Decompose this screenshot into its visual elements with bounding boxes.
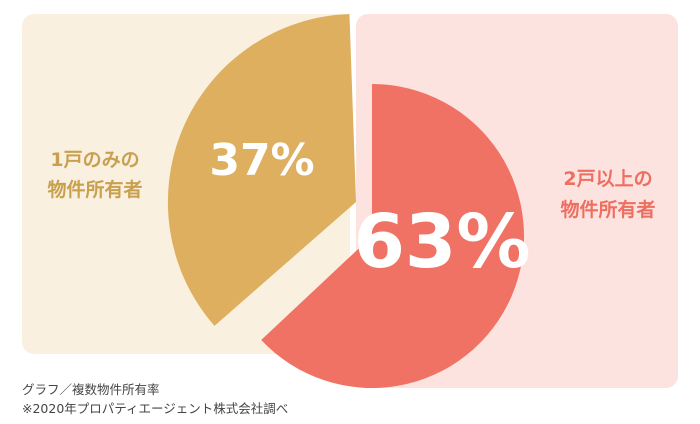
pie-slice-single-owner bbox=[167, 14, 356, 326]
slice-label-multi-line2: 物件所有者 bbox=[560, 198, 655, 221]
pie-slice-multi-owner bbox=[261, 84, 525, 389]
data-label-multi-percent: 63% bbox=[353, 199, 530, 285]
slice-label-single-line2: 物件所有者 bbox=[47, 178, 142, 201]
data-label-single-percent: 37% bbox=[209, 135, 314, 186]
caption-title: グラフ／複数物件所有率 bbox=[22, 382, 160, 397]
slice-label-multi-line1: 2戸以上の bbox=[563, 168, 652, 190]
caption-source: ※2020年プロパティエージェント株式会社調べ bbox=[22, 401, 289, 416]
slice-label-single-line1: 1戸のみの bbox=[50, 149, 139, 171]
